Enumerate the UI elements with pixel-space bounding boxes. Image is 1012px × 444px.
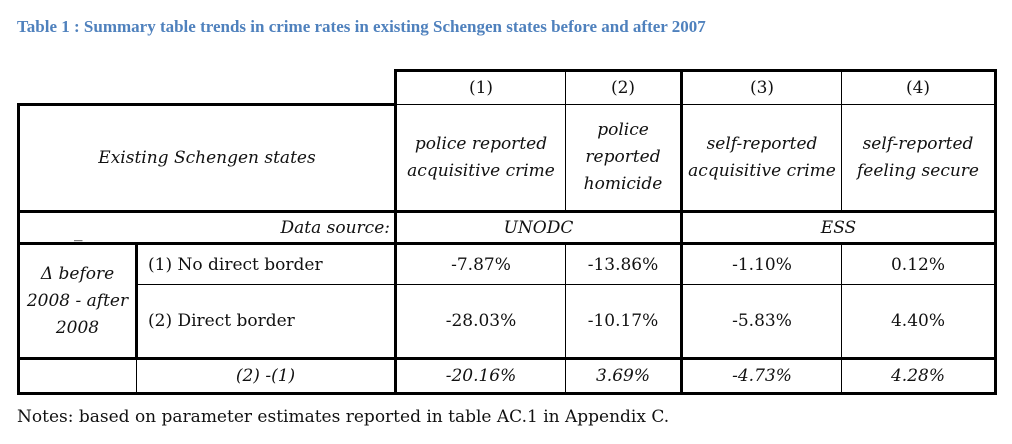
source-dash: _ (17, 211, 137, 245)
col-header: police reported homicide (565, 104, 682, 213)
col-number: (3) (680, 69, 842, 105)
col-header: self-reported acquisitive crime (680, 104, 842, 213)
table-title: Table 1 : Summary table trends in crime … (17, 17, 706, 36)
cell: -1.10% (680, 243, 842, 285)
cell: 3.69% (565, 358, 682, 395)
col-header: self-reported feeling secure (841, 104, 997, 213)
cell: -4.73% (680, 358, 842, 395)
column-number-row: (1) (2) (3) (4) (19, 69, 997, 105)
row-label: (1) No direct border (136, 243, 396, 285)
table-notes: Notes: based on parameter estimates repo… (17, 407, 670, 427)
diff-row: (2) -(1) -20.16% 3.69% -4.73% 4.28% (17, 358, 997, 395)
cell: 0.12% (841, 243, 997, 285)
col-number: (2) (565, 69, 682, 105)
cell: -20.16% (394, 358, 566, 395)
source-unodc: UNODC (394, 211, 682, 245)
cell: -5.83% (680, 284, 842, 360)
table-row: (2) Direct border -28.03% -10.17% -5.83%… (19, 284, 997, 360)
header-left: Existing Schengen states (17, 103, 396, 213)
cell: -28.03% (394, 284, 566, 360)
col-header: police reported acquisitive crime (394, 104, 566, 213)
header-row: Existing Schengen states police reported… (17, 103, 997, 213)
cell: 4.28% (841, 358, 997, 395)
col-number: (1) (394, 69, 566, 105)
cell: -7.87% (394, 243, 566, 285)
col-number: (4) (841, 69, 997, 105)
diff-label: (2) -(1) (136, 358, 396, 395)
source-ess: ESS (680, 211, 997, 245)
summary-table: (1) (2) (3) (4) Existing Schengen states… (17, 69, 997, 395)
table-row: Δ before 2008 - after 2008 (1) No direct… (17, 243, 997, 360)
row-label: (2) Direct border (136, 284, 396, 360)
group-label: Δ before 2008 - after 2008 (17, 243, 138, 360)
data-source-row: _ Data source: UNODC ESS (17, 211, 997, 245)
cell: 4.40% (841, 284, 997, 360)
data-source-label: Data source: (136, 211, 396, 245)
cell: -10.17% (565, 284, 682, 360)
cell: -13.86% (565, 243, 682, 285)
